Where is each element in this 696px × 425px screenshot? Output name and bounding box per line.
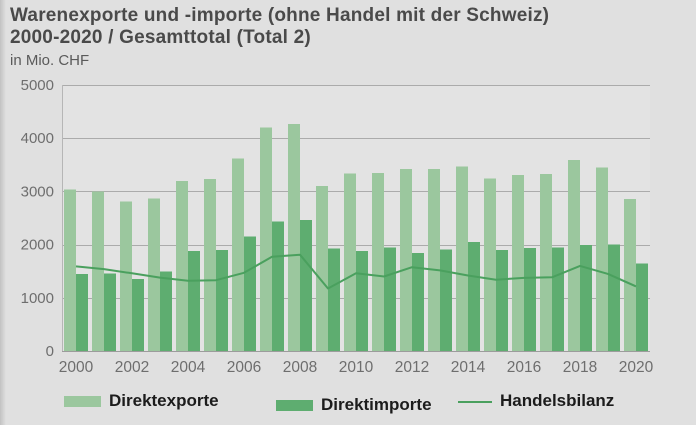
legend-label-handelsbilanz: Handelsbilanz xyxy=(500,391,615,410)
x-tick-label-2018: 2018 xyxy=(563,359,597,376)
bar-direktimporte-2005 xyxy=(216,249,228,351)
bar-direktexporte-2010 xyxy=(344,173,356,351)
bar-direktexporte-2000 xyxy=(64,189,76,351)
bar-direktexporte-2016 xyxy=(512,174,524,351)
x-tick-label-2002: 2002 xyxy=(115,359,149,376)
bar-direktexporte-2003 xyxy=(148,198,160,351)
x-tick-label-2016: 2016 xyxy=(507,359,541,376)
bar-direktimporte-2016 xyxy=(524,248,536,351)
bar-direktimporte-2017 xyxy=(552,247,564,351)
chart-canvas: 0 1000 2000 3000 4000 5000 2000 2002 2004 2006 200… xyxy=(21,77,654,376)
bar-direktexporte-2006 xyxy=(232,158,244,351)
bar-direktexporte-2012 xyxy=(400,169,412,351)
chart-title: Warenexporte und -importe (ohne Handel m… xyxy=(10,5,549,49)
y-tick-label-2000: 2000 xyxy=(21,237,54,254)
window-edge-shadow xyxy=(0,0,6,425)
bar-direktexporte-2005 xyxy=(204,179,216,351)
bar-direktexporte-2019 xyxy=(596,167,608,351)
bar-direktexporte-2017 xyxy=(540,173,552,351)
direktimporte-swatch-icon xyxy=(276,399,313,411)
bar-direktimporte-2020 xyxy=(636,263,648,351)
bar-direktimporte-2019 xyxy=(608,244,620,351)
bar-direktimporte-2001 xyxy=(104,273,116,351)
legend-item-direktexporte: Direktexporte xyxy=(64,391,219,411)
legend-item-direktimporte: Direktimporte xyxy=(276,395,432,415)
bar-direktimporte-2009 xyxy=(328,248,340,351)
bar-direktimporte-2018 xyxy=(580,245,592,351)
bar-direktexporte-2002 xyxy=(120,201,132,351)
legend-item-handelsbilanz: Handelsbilanz xyxy=(458,391,614,411)
y-tick-label-3000: 3000 xyxy=(21,183,54,200)
bar-direktimporte-2008 xyxy=(300,220,312,351)
chart-legend: Direktexporte Direktimporte Handelsbilan… xyxy=(0,389,696,415)
bar-direktimporte-2007 xyxy=(272,221,284,351)
bar-direktexporte-2013 xyxy=(428,169,440,351)
bar-direktimporte-2013 xyxy=(440,249,452,351)
bar-direktimporte-2010 xyxy=(356,250,368,351)
bar-direktimporte-2003 xyxy=(160,271,172,351)
bar-direktimporte-2015 xyxy=(496,249,508,351)
y-tick-label-4000: 4000 xyxy=(21,130,54,147)
bar-direktimporte-2011 xyxy=(384,247,396,351)
bar-direktexporte-2020 xyxy=(624,198,636,351)
y-tick-label-0: 0 xyxy=(46,343,54,360)
legend-label-direktexporte: Direktexporte xyxy=(109,391,219,410)
x-tick-label-2008: 2008 xyxy=(283,359,317,376)
bar-direktimporte-2004 xyxy=(188,250,200,351)
x-tick-label-2012: 2012 xyxy=(395,359,429,376)
bar-direktexporte-2007 xyxy=(260,127,272,351)
bar-direktexporte-2011 xyxy=(372,172,384,351)
x-tick-label-2004: 2004 xyxy=(171,359,206,376)
bar-direktexporte-2008 xyxy=(288,123,300,351)
bar-direktimporte-2006 xyxy=(244,236,256,351)
bar-direktimporte-2000 xyxy=(76,273,88,351)
x-tick-label-2014: 2014 xyxy=(451,359,486,376)
direktexporte-swatch-icon xyxy=(64,395,101,407)
legend-label-direktimporte: Direktimporte xyxy=(321,395,432,414)
chart-title-line1: Warenexporte und -importe (ohne Handel m… xyxy=(10,5,550,26)
bar-direktexporte-2015 xyxy=(484,178,496,351)
x-tick-label-2020: 2020 xyxy=(619,359,654,376)
x-tick-label-2000: 2000 xyxy=(59,359,94,376)
bar-direktexporte-2009 xyxy=(316,186,328,351)
bar-direktexporte-2004 xyxy=(176,180,188,351)
y-tick-label-1000: 1000 xyxy=(21,290,54,307)
handelsbilanz-line xyxy=(75,253,637,290)
bar-direktexporte-2018 xyxy=(568,160,580,351)
bar-direktexporte-2014 xyxy=(456,166,468,351)
bar-direktimporte-2012 xyxy=(412,252,424,351)
y-tick-label-5000: 5000 xyxy=(21,77,54,94)
chart-title-line2: 2000-2020 / Gesamttotal (Total 2) xyxy=(10,27,311,48)
handelsbilanz-line-swatch-icon xyxy=(458,400,492,403)
x-tick-label-2006: 2006 xyxy=(227,359,261,376)
chart-unit-label: in Mio. CHF xyxy=(10,52,90,69)
bar-direktexporte-2001 xyxy=(92,191,104,351)
bar-direktimporte-2014 xyxy=(468,241,480,351)
x-tick-label-2010: 2010 xyxy=(339,359,374,376)
bar-direktimporte-2002 xyxy=(132,279,144,351)
